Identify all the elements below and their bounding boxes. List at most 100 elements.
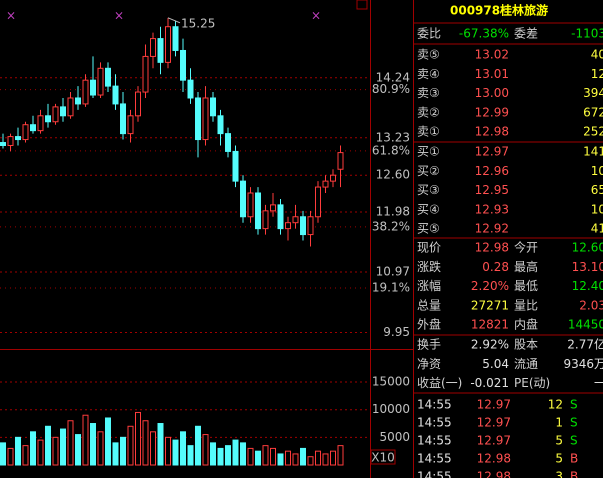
- book-price: 12.96: [475, 164, 509, 178]
- volume-bar: [262, 445, 269, 466]
- field-value: 12.60: [572, 241, 603, 255]
- tick-time: 14:55: [417, 416, 452, 430]
- volume-bar: [187, 445, 194, 466]
- candle-body: [277, 204, 284, 230]
- volume-bar: [307, 456, 314, 466]
- tick-time: 14:55: [417, 470, 452, 478]
- book-label: 买③: [417, 183, 440, 197]
- candle-body: [67, 97, 74, 117]
- book-volume: 10: [591, 202, 603, 216]
- candle-body: [37, 115, 44, 132]
- field-value: 2.03: [579, 298, 603, 312]
- candle-body: [285, 222, 291, 230]
- volume-bar: [270, 447, 276, 466]
- volume-bar: [292, 453, 299, 466]
- candle-body: [202, 97, 209, 141]
- field-value: -1103: [571, 27, 603, 41]
- candle-body: [300, 216, 306, 236]
- candle-body: [52, 106, 59, 123]
- candle-body: [330, 174, 336, 182]
- tick-price: 12.97: [477, 434, 511, 448]
- candle-body: [172, 26, 179, 51]
- volume-bar: [322, 453, 329, 466]
- book-label: 卖①: [417, 125, 440, 139]
- book-volume: 141: [583, 145, 603, 159]
- volume-bar: [0, 442, 6, 466]
- tick-time: 14:55: [417, 452, 452, 466]
- book-volume: 12: [591, 67, 603, 81]
- field-label: 今开: [514, 240, 538, 255]
- fib-label: 19.1%: [372, 281, 410, 295]
- field-label: 总量: [417, 298, 441, 312]
- tick-side: B: [570, 470, 578, 478]
- volume-bar: [277, 453, 284, 466]
- tick-time: 14:55: [417, 398, 452, 412]
- field-value: 13.10: [572, 260, 603, 274]
- unit-box: [370, 449, 396, 465]
- y-tick-label: 13.23: [376, 130, 410, 144]
- marker: ×: [114, 9, 124, 23]
- field-label: PE(动): [514, 376, 550, 390]
- tick-price: 12.98: [477, 470, 511, 478]
- window-button[interactable]: [356, 0, 368, 10]
- volume-bar: [120, 436, 126, 466]
- volume-bar: [315, 450, 321, 466]
- candle-body: [322, 180, 329, 188]
- book-label: 卖③: [417, 86, 440, 100]
- volume-bar: [45, 425, 51, 466]
- y-tick-label: 11.98: [376, 205, 410, 219]
- volume-bar: [337, 445, 344, 466]
- book-volume: 252: [583, 125, 603, 139]
- book-volume: 40: [591, 48, 603, 62]
- volume-tick-label: 15000: [372, 375, 410, 389]
- y-tick-label: 14.24: [376, 70, 410, 84]
- book-price: 12.97: [475, 145, 509, 159]
- field-label: 换手: [417, 338, 441, 352]
- volume-bar: [180, 431, 186, 466]
- candle-body: [255, 192, 261, 230]
- volume-bar: [157, 423, 164, 466]
- candle-body: [0, 142, 6, 146]
- tick-time: 14:55: [417, 434, 452, 448]
- volume-bar: [285, 450, 291, 466]
- candle-body: [75, 97, 81, 105]
- field-value: 2.20%: [471, 279, 509, 293]
- field-value: 27271: [471, 298, 509, 312]
- tick-volume: 5: [555, 434, 563, 448]
- candle-body: [217, 115, 224, 135]
- volume-bar: [112, 442, 119, 466]
- field-label: 涨跌: [417, 259, 441, 274]
- field-value: 一: [594, 376, 603, 390]
- field-value: -0.021: [470, 376, 509, 390]
- max-annotation: 15.25: [181, 16, 215, 30]
- book-volume: 41: [591, 222, 603, 236]
- tick-price: 12.98: [477, 452, 511, 466]
- volume-bar: [30, 431, 36, 466]
- volume-bar: [202, 434, 209, 466]
- book-price: 13.02: [475, 48, 509, 62]
- book-price: 12.93: [475, 202, 509, 216]
- field-label: 现价: [417, 241, 441, 255]
- volume-bar: [172, 439, 179, 466]
- candle-body: [180, 49, 186, 81]
- marker: ×: [6, 9, 16, 23]
- book-label: 买①: [417, 145, 440, 159]
- field-label: 量比: [514, 298, 538, 312]
- volume-unit: X10: [371, 451, 395, 465]
- book-price: 12.99: [475, 105, 509, 119]
- candle-body: [22, 124, 29, 141]
- candle-body: [105, 67, 111, 87]
- volume-bar: [52, 436, 59, 466]
- stock-code: 000978: [450, 4, 500, 18]
- field-label: 委差: [514, 27, 538, 41]
- volume-bar: [330, 450, 336, 466]
- field-value: 2.77亿: [567, 337, 603, 352]
- candle-body: [307, 216, 314, 236]
- field-label: 最低: [514, 279, 538, 293]
- tick-price: 12.97: [477, 398, 511, 412]
- candle-body: [157, 38, 164, 63]
- field-label: 流通: [514, 357, 538, 371]
- candle-body: [165, 26, 171, 63]
- field-value: 12.40: [572, 279, 603, 293]
